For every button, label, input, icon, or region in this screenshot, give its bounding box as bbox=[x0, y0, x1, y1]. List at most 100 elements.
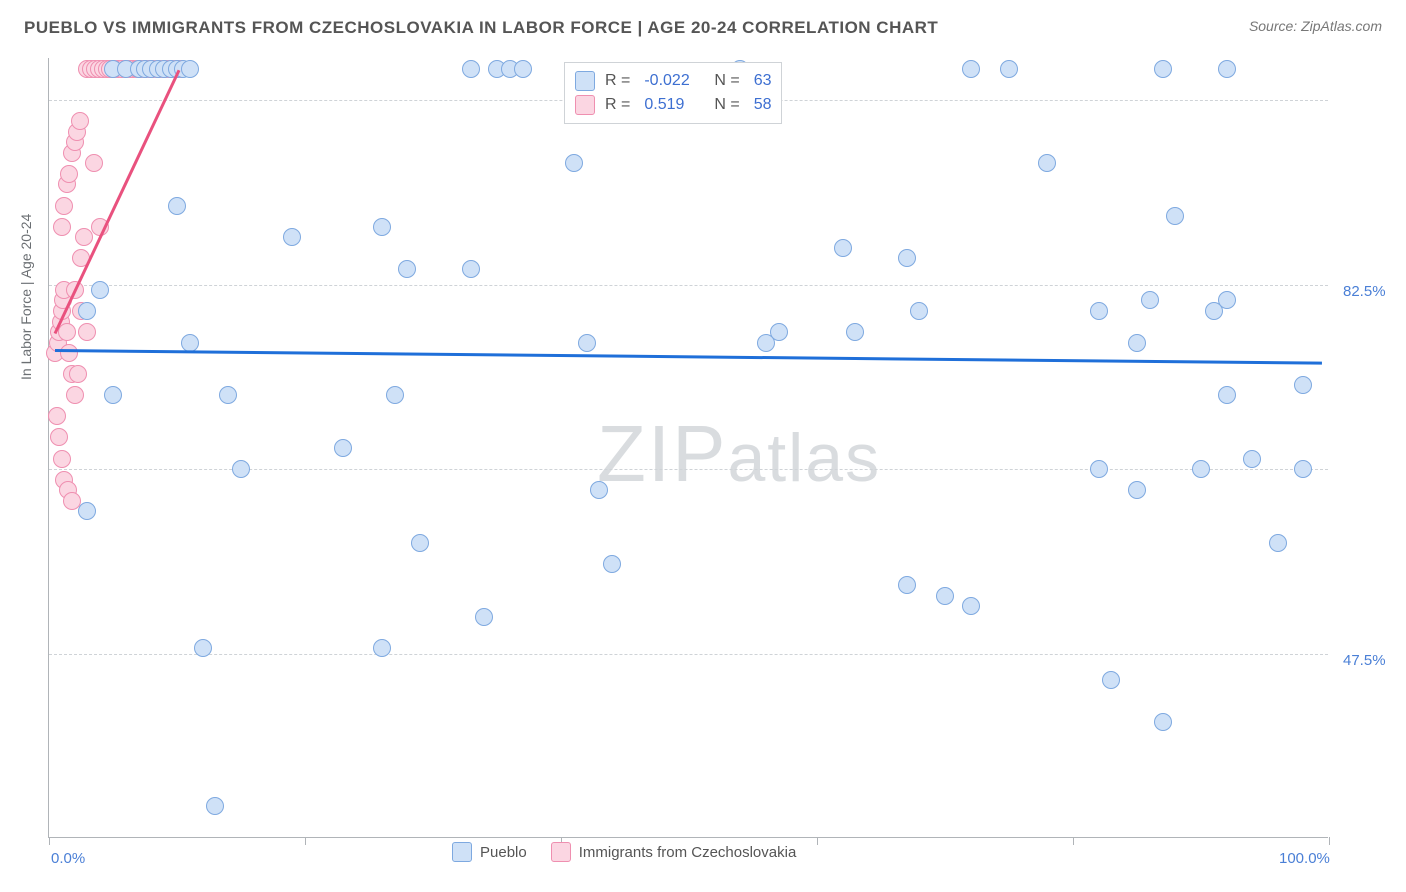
data-point bbox=[936, 587, 954, 605]
watermark-part-1: ZIP bbox=[597, 409, 727, 498]
chart-title: PUEBLO VS IMMIGRANTS FROM CZECHOSLOVAKIA… bbox=[24, 18, 938, 38]
data-point bbox=[475, 608, 493, 626]
data-point bbox=[53, 450, 71, 468]
data-point bbox=[1192, 460, 1210, 478]
data-point bbox=[1128, 481, 1146, 499]
legend-n-label: N = bbox=[714, 96, 739, 114]
data-point bbox=[898, 249, 916, 267]
data-point bbox=[1154, 60, 1172, 78]
data-point bbox=[71, 112, 89, 130]
data-point bbox=[1218, 291, 1236, 309]
data-point bbox=[75, 228, 93, 246]
legend-n-value: 63 bbox=[754, 72, 772, 90]
data-point bbox=[91, 281, 109, 299]
data-point bbox=[411, 534, 429, 552]
legend-r-label: R = bbox=[605, 72, 630, 90]
legend-n-label: N = bbox=[714, 72, 739, 90]
data-point bbox=[1294, 376, 1312, 394]
x-tick-label: 100.0% bbox=[1279, 850, 1330, 867]
y-tick-label: 82.5% bbox=[1343, 283, 1386, 300]
y-axis-label: In Labor Force | Age 20-24 bbox=[18, 214, 34, 380]
trend-line bbox=[55, 349, 1322, 365]
data-point bbox=[462, 260, 480, 278]
data-point bbox=[85, 154, 103, 172]
x-tick bbox=[305, 837, 306, 845]
gridline-horizontal bbox=[49, 654, 1328, 655]
data-point bbox=[66, 386, 84, 404]
data-point bbox=[386, 386, 404, 404]
data-point bbox=[168, 197, 186, 215]
data-point bbox=[206, 797, 224, 815]
series-legend: Pueblo Immigrants from Czechoslovakia bbox=[452, 842, 796, 862]
data-point bbox=[69, 365, 87, 383]
data-point bbox=[181, 60, 199, 78]
legend-swatch bbox=[551, 842, 571, 862]
data-point bbox=[962, 597, 980, 615]
legend-label: Immigrants from Czechoslovakia bbox=[579, 844, 797, 861]
data-point bbox=[834, 239, 852, 257]
data-point bbox=[770, 323, 788, 341]
data-point bbox=[373, 639, 391, 657]
data-point bbox=[219, 386, 237, 404]
trend-line bbox=[54, 69, 181, 334]
legend-swatch bbox=[452, 842, 472, 862]
data-point bbox=[578, 334, 596, 352]
data-point bbox=[48, 407, 66, 425]
data-point bbox=[283, 228, 301, 246]
legend-item: Immigrants from Czechoslovakia bbox=[551, 842, 797, 862]
legend-row: R = -0.022 N = 63 bbox=[575, 69, 771, 93]
data-point bbox=[194, 639, 212, 657]
legend-item: Pueblo bbox=[452, 842, 527, 862]
correlation-legend: R = -0.022 N = 63 R = 0.519 N = 58 bbox=[564, 62, 782, 124]
data-point bbox=[898, 576, 916, 594]
data-point bbox=[60, 344, 78, 362]
legend-r-value: 0.519 bbox=[644, 96, 704, 114]
data-point bbox=[1218, 60, 1236, 78]
plot-area: ZIPatlas 47.5%82.5%0.0%100.0%R =-0.022N … bbox=[48, 58, 1328, 838]
data-point bbox=[846, 323, 864, 341]
gridline-horizontal bbox=[49, 285, 1328, 286]
data-point bbox=[232, 460, 250, 478]
data-point bbox=[514, 60, 532, 78]
data-point bbox=[462, 60, 480, 78]
data-point bbox=[1102, 671, 1120, 689]
y-tick-label: 47.5% bbox=[1343, 652, 1386, 669]
legend-swatch bbox=[575, 71, 595, 91]
data-point bbox=[1038, 154, 1056, 172]
x-tick bbox=[1329, 837, 1330, 845]
data-point bbox=[1000, 60, 1018, 78]
data-point bbox=[58, 323, 76, 341]
data-point bbox=[1090, 302, 1108, 320]
data-point bbox=[590, 481, 608, 499]
data-point bbox=[50, 428, 68, 446]
legend-swatch bbox=[575, 95, 595, 115]
source-name: ZipAtlas.com bbox=[1301, 18, 1382, 34]
data-point bbox=[1128, 334, 1146, 352]
data-point bbox=[603, 555, 621, 573]
data-point bbox=[1269, 534, 1287, 552]
legend-r-value: -0.022 bbox=[644, 72, 704, 90]
legend-n-value: 58 bbox=[754, 96, 772, 114]
data-point bbox=[1294, 460, 1312, 478]
data-point bbox=[53, 218, 71, 236]
data-point bbox=[334, 439, 352, 457]
x-tick-label: 0.0% bbox=[51, 850, 85, 867]
data-point bbox=[60, 165, 78, 183]
data-point bbox=[78, 323, 96, 341]
source-prefix: Source: bbox=[1249, 18, 1301, 34]
watermark: ZIPatlas bbox=[597, 408, 881, 500]
data-point bbox=[1141, 291, 1159, 309]
x-tick bbox=[817, 837, 818, 845]
data-point bbox=[1218, 386, 1236, 404]
legend-label: Pueblo bbox=[480, 844, 527, 861]
x-tick bbox=[1073, 837, 1074, 845]
legend-r-label: R = bbox=[605, 96, 630, 114]
data-point bbox=[962, 60, 980, 78]
data-point bbox=[78, 302, 96, 320]
watermark-part-2: atlas bbox=[727, 420, 881, 496]
x-tick bbox=[49, 837, 50, 845]
data-point bbox=[910, 302, 928, 320]
source-attribution: Source: ZipAtlas.com bbox=[1249, 18, 1382, 36]
data-point bbox=[373, 218, 391, 236]
data-point bbox=[55, 197, 73, 215]
